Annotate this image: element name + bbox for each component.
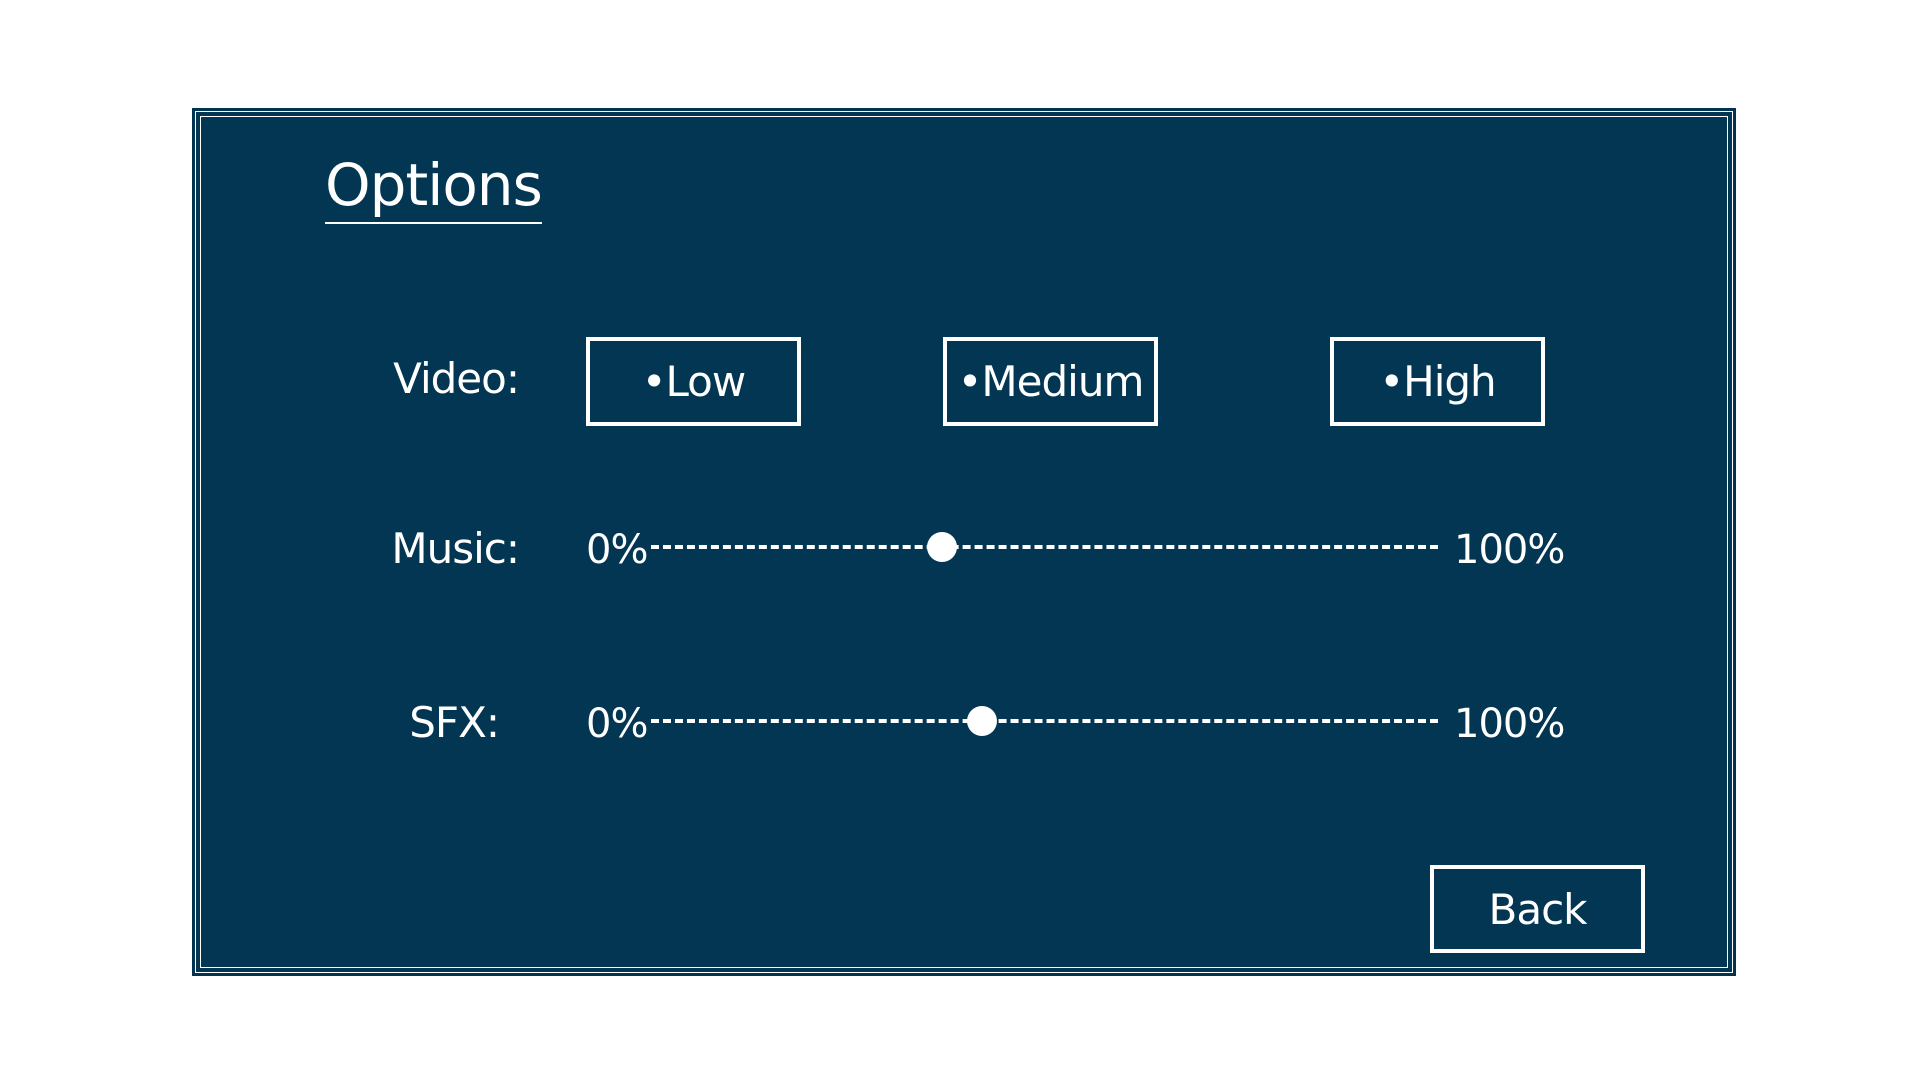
sfx-label: SFX: bbox=[409, 698, 500, 747]
video-low-button[interactable]: •Low bbox=[586, 337, 801, 426]
music-slider-knob[interactable] bbox=[927, 532, 958, 562]
video-label: Video: bbox=[393, 354, 520, 403]
sfx-min-label: 0% bbox=[586, 701, 648, 747]
sfx-max-label: 100% bbox=[1454, 701, 1565, 747]
options-panel: Options Video: •Low •Medium •High Music:… bbox=[192, 108, 1736, 976]
music-label: Music: bbox=[391, 524, 520, 573]
page-title: Options bbox=[325, 156, 543, 224]
sfx-slider-track[interactable] bbox=[651, 719, 1438, 723]
back-button[interactable]: Back bbox=[1430, 865, 1645, 953]
video-medium-button[interactable]: •Medium bbox=[943, 337, 1158, 426]
music-max-label: 100% bbox=[1454, 527, 1565, 573]
video-high-button[interactable]: •High bbox=[1330, 337, 1545, 426]
music-min-label: 0% bbox=[586, 527, 648, 573]
music-slider-track[interactable] bbox=[651, 545, 1438, 549]
sfx-slider-knob[interactable] bbox=[966, 706, 997, 736]
